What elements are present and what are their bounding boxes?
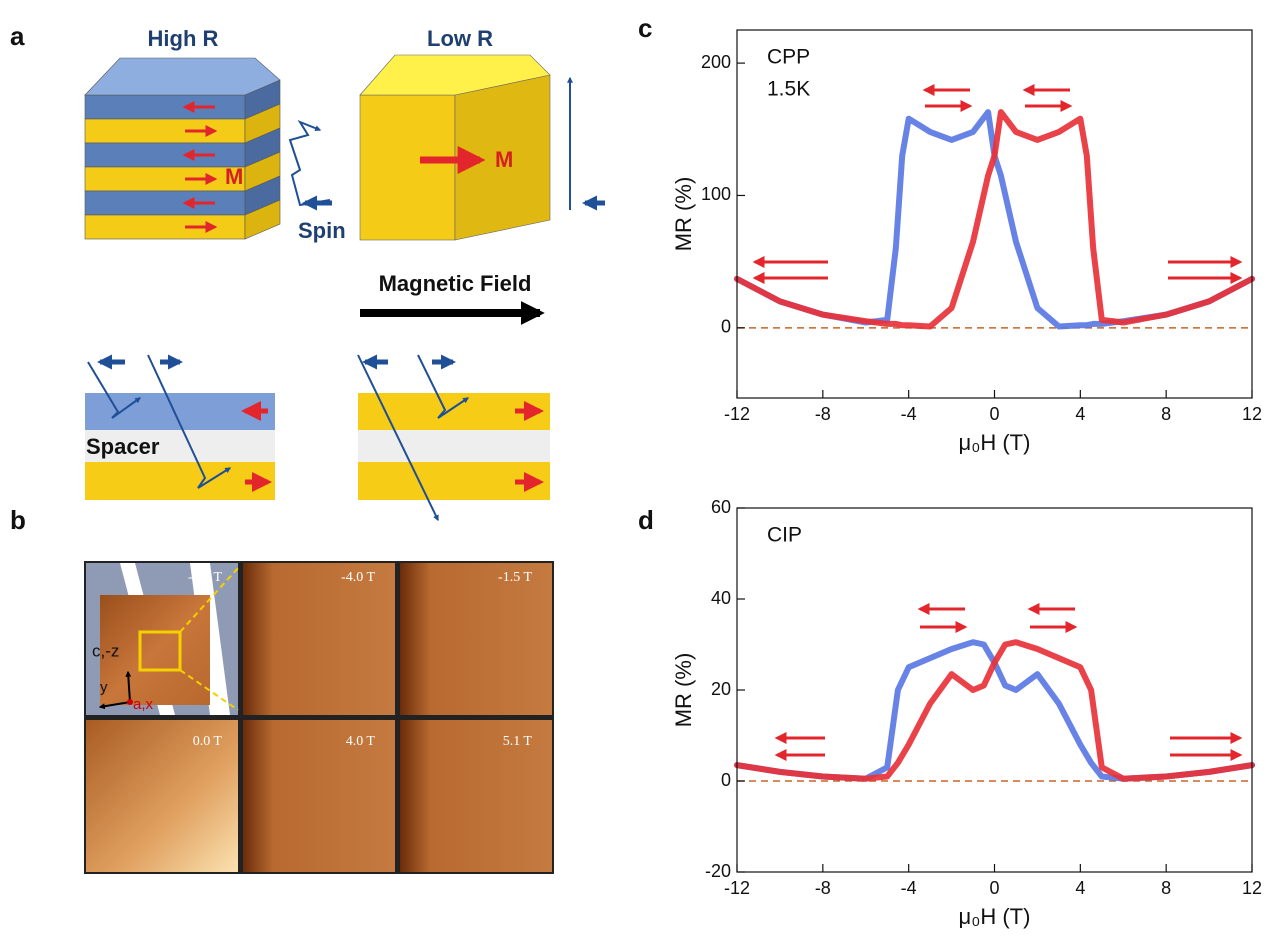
low-r-label: Low R	[427, 26, 493, 51]
x-tick-label: 4	[1075, 404, 1085, 424]
x-tick-label: -8	[815, 404, 831, 424]
panel-label: a	[10, 21, 25, 51]
annotation: 1.5K	[767, 78, 810, 101]
layer-sketch	[85, 354, 550, 522]
y-axis-title: MR (%)	[671, 177, 696, 252]
field-label: Magnetic Field	[379, 271, 532, 296]
image-label: 0.0 T	[193, 734, 223, 749]
y-tick-label: 20	[711, 679, 731, 699]
axis-label: c,-z	[92, 641, 119, 660]
x-tick-label: -12	[724, 878, 750, 898]
data-line	[734, 109, 1255, 330]
x-tick-label: -12	[724, 404, 750, 424]
image-label: -1.5 T	[498, 570, 532, 585]
annotation: CPP	[767, 46, 810, 69]
x-tick-label: 12	[1242, 878, 1262, 898]
y-tick-label: -20	[705, 861, 731, 881]
image-grid	[84, 561, 554, 874]
y-axis-title: MR (%)	[671, 653, 696, 728]
y-tick-label: 40	[711, 588, 731, 608]
y-tick-label: 200	[701, 52, 731, 72]
low-r-block	[359, 54, 551, 241]
x-axis-title: μ₀H (T)	[959, 904, 1031, 929]
image-label: 5.1 T	[503, 734, 533, 749]
image-label: -4.0 T	[341, 570, 375, 585]
axis-label: y	[100, 679, 108, 696]
y-tick-label: 0	[721, 770, 731, 790]
y-tick-label: 0	[721, 317, 731, 337]
sweep-arrows	[752, 84, 1243, 761]
x-tick-label: 4	[1075, 878, 1085, 898]
plot-frame	[736, 507, 1253, 873]
spacer-label: Spacer	[86, 434, 160, 459]
spin-label: Spin	[298, 218, 346, 243]
x-tick-label: 8	[1161, 878, 1171, 898]
x-tick-label: 0	[989, 878, 999, 898]
x-tick-label: 8	[1161, 404, 1171, 424]
annotation: CIP	[767, 524, 802, 547]
x-axis-title: μ₀H (T)	[959, 430, 1031, 455]
plot-frame	[736, 29, 1253, 399]
panel-label: d	[638, 505, 654, 535]
panel-label: c	[638, 13, 652, 43]
image-label: 4.0 T	[346, 734, 376, 749]
m-label: M	[225, 164, 243, 189]
panel-label: b	[10, 505, 26, 535]
data-line	[734, 639, 1255, 782]
axis-label: a,x	[133, 696, 154, 713]
x-tick-label: -8	[815, 878, 831, 898]
y-tick-label: 100	[701, 184, 731, 204]
x-tick-label: 0	[989, 404, 999, 424]
x-tick-label: -4	[901, 878, 917, 898]
high-r-label: High R	[148, 26, 219, 51]
image-label: -9.0 T	[188, 570, 222, 585]
x-tick-label: -4	[901, 404, 917, 424]
y-tick-label: 60	[711, 497, 731, 517]
high-r-stack	[84, 57, 332, 240]
m-label: M	[495, 147, 513, 172]
x-tick-label: 12	[1242, 404, 1262, 424]
